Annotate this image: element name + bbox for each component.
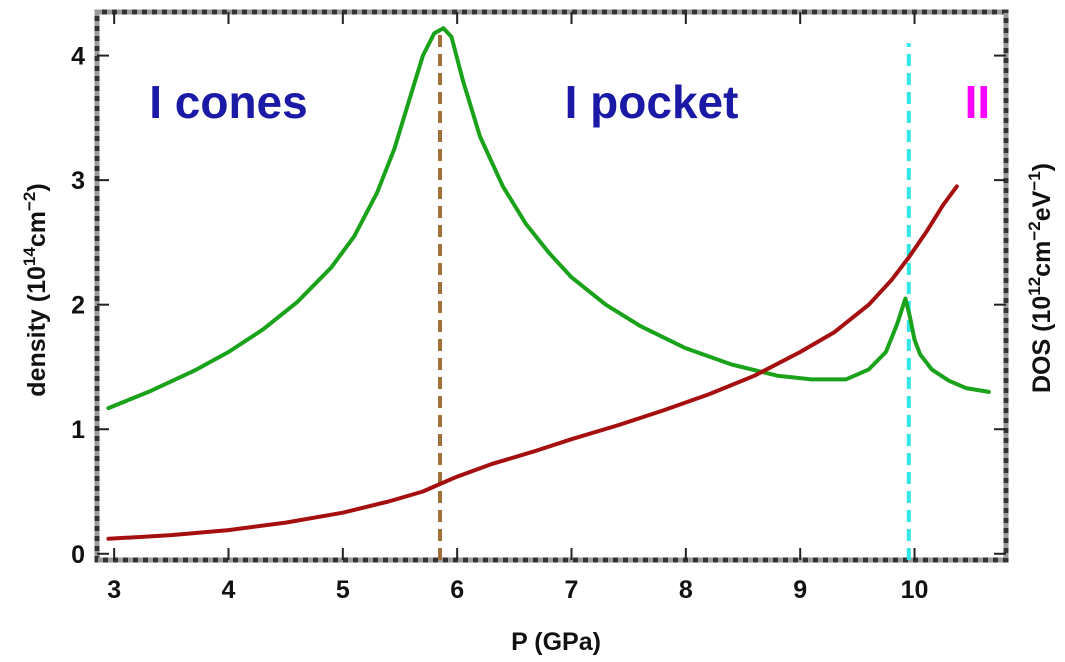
y-tick-label: 1 bbox=[71, 416, 85, 444]
y-axis-title-left: density (1014cm−2) bbox=[20, 183, 51, 396]
y-axis-title-right: DOS (1012cm−2eV−1) bbox=[1025, 163, 1056, 393]
x-tick-label: 6 bbox=[450, 576, 464, 604]
x-tick-label: 3 bbox=[107, 576, 121, 604]
y-tick-label: 4 bbox=[71, 43, 85, 71]
plot-frame-dashes bbox=[94, 9, 1009, 563]
y-tick-label: 3 bbox=[71, 167, 85, 195]
x-tick-label: 7 bbox=[565, 576, 579, 604]
region-label-2: I pocket bbox=[565, 76, 739, 128]
x-tick-label: 8 bbox=[679, 576, 693, 604]
region-label-3: II bbox=[965, 76, 991, 128]
x-axis-title: P (GPa) bbox=[511, 628, 601, 656]
y-tick-label: 0 bbox=[71, 541, 85, 569]
x-tick-label: 9 bbox=[793, 576, 807, 604]
region-label-1: I cones bbox=[149, 76, 308, 128]
x-tick-label: 10 bbox=[901, 576, 929, 604]
y-tick-label: 2 bbox=[71, 292, 85, 320]
x-tick-label: 4 bbox=[222, 576, 236, 604]
series-line-1 bbox=[106, 26, 991, 411]
series-line-2 bbox=[106, 184, 959, 541]
x-tick-label: 5 bbox=[336, 576, 350, 604]
